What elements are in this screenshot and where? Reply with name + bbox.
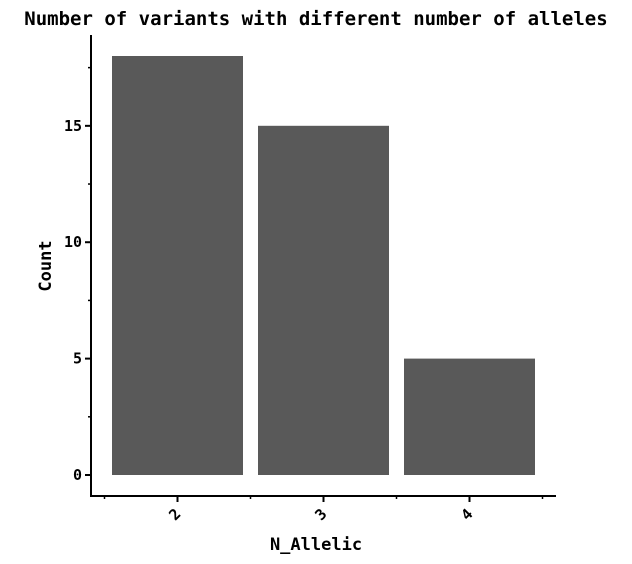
y-tick-label: 15: [64, 117, 82, 135]
chart-title: Number of variants with different number…: [24, 8, 607, 30]
bars-layer: [112, 56, 535, 476]
bar-2: [112, 56, 243, 475]
y-axis-title: Count: [36, 240, 56, 291]
bar-4: [404, 358, 535, 475]
bar-3: [258, 125, 389, 476]
x-axis-title: N_Allelic: [270, 535, 362, 555]
y-tick-label: 0: [73, 466, 82, 484]
y-ticks-layer: 0 5 10 15: [64, 66, 91, 484]
x-tick-label: 3: [311, 505, 330, 524]
x-ticks-layer: 2 3 4: [103, 496, 544, 524]
y-tick-label: 10: [64, 233, 82, 251]
y-tick-label: 5: [73, 350, 82, 368]
x-tick-label: 4: [457, 505, 476, 524]
x-tick-label: 2: [165, 505, 184, 524]
